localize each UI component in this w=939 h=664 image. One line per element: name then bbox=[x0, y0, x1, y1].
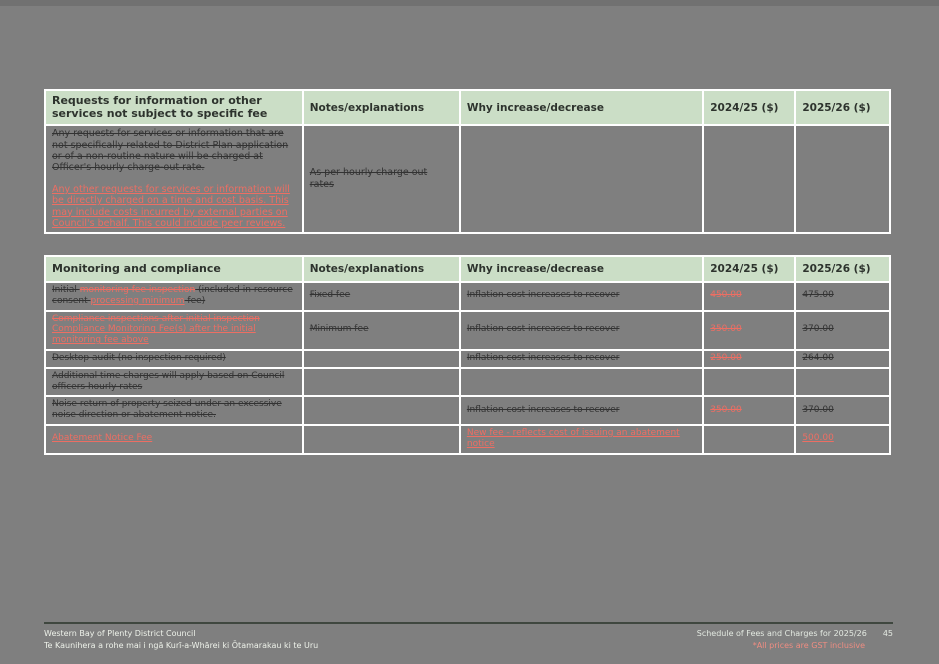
text-segment: Noise return of property seized under an… bbox=[52, 399, 282, 421]
table-cell: Any requests for services or information… bbox=[44, 124, 304, 235]
text-segment: 475.00 bbox=[802, 290, 834, 301]
column-header: Why increase/decrease bbox=[458, 88, 705, 127]
column-header: 2024/25 ($) bbox=[702, 255, 797, 283]
column-header: 2024/25 ($) bbox=[702, 88, 797, 127]
footer-council-block: Western Bay of Plenty District Council T… bbox=[44, 628, 318, 651]
gst-note: *All prices are GST inclusive bbox=[752, 640, 865, 650]
table-row: Initial monitoring fee inspection (inclu… bbox=[44, 281, 891, 312]
table-cell: 500.00 bbox=[794, 423, 891, 455]
table-header-row: Monitoring and compliance Notes/explanati… bbox=[44, 255, 891, 283]
table-cell bbox=[301, 395, 461, 426]
table-cell bbox=[458, 124, 705, 235]
table-cell bbox=[702, 124, 797, 235]
table-cell: Inflation cost increases to recover bbox=[458, 348, 705, 369]
table-cell: Inflation cost increases to recover bbox=[458, 395, 705, 426]
table-cell bbox=[301, 366, 461, 398]
text-segment: Abatement Notice Fee bbox=[52, 433, 153, 444]
table-cell: 450.00 bbox=[702, 281, 797, 312]
text-segment: Compliance inspections after initial ins… bbox=[52, 313, 260, 324]
table-cell: Inflation cost increases to recover bbox=[458, 281, 705, 312]
table-cell: 370.00 bbox=[794, 309, 891, 351]
table-header-row: Requests for information or other servic… bbox=[44, 88, 891, 127]
table-cell: Noise return of property seized under an… bbox=[44, 395, 304, 426]
text-segment: 350.00 bbox=[710, 324, 742, 335]
text-segment: Fixed fee bbox=[309, 290, 351, 301]
text-segment: Inflation cost increases to recover bbox=[466, 404, 620, 415]
text-segment: 350.00 bbox=[710, 404, 742, 415]
text-segment: Any other requests for services or infor… bbox=[52, 183, 290, 230]
text-segment: Compliance Monitoring Fee(s) after the i… bbox=[52, 324, 256, 346]
table-cell bbox=[301, 348, 461, 369]
text-segment: Additional time charges will apply based… bbox=[52, 370, 285, 392]
table-cell bbox=[794, 366, 891, 398]
table-cell: Compliance inspections after initial ins… bbox=[44, 309, 304, 351]
table-row: Abatement Notice Fee New fee - reflects c… bbox=[44, 423, 891, 455]
table-row: Additional time charges will apply based… bbox=[44, 366, 891, 398]
text-segment: 370.00 bbox=[802, 404, 834, 415]
text-segment: 370.00 bbox=[802, 324, 834, 335]
text-segment: (included in resource consent bbox=[52, 285, 293, 306]
table-cell bbox=[702, 366, 797, 398]
text-segment: Inflation cost increases to recover bbox=[466, 324, 620, 335]
table-title-cell: Requests for information or other servic… bbox=[44, 88, 304, 127]
text-segment: processing minimum bbox=[90, 295, 185, 306]
text-segment: monitoring fee inspection bbox=[79, 285, 196, 295]
table-cell: 350.00 bbox=[702, 309, 797, 351]
table-row: Noise return of property seized under an… bbox=[44, 395, 891, 426]
page-number: 45 bbox=[882, 629, 893, 638]
text-segment: fee) bbox=[184, 295, 206, 306]
text-segment: Minimum fee bbox=[309, 324, 369, 335]
column-header: Notes/explanations bbox=[301, 88, 461, 127]
text-segment: Desktop audit (no inspection required) bbox=[52, 352, 226, 363]
text-segment: 500.00 bbox=[802, 433, 834, 444]
column-header: Why increase/decrease bbox=[458, 255, 705, 283]
text-segment: Any requests for services or information… bbox=[52, 128, 289, 174]
window-top-edge bbox=[0, 0, 939, 6]
table-cell: Inflation cost increases to recover bbox=[458, 309, 705, 351]
table-cell: 370.00 bbox=[794, 395, 891, 426]
table-cell: Desktop audit (no inspection required) bbox=[44, 348, 304, 369]
table-row: Any requests for services or information… bbox=[44, 124, 891, 235]
council-name-english: Western Bay of Plenty District Council bbox=[44, 629, 196, 638]
table-cell: 264.00 bbox=[794, 348, 891, 369]
table-row: Compliance inspections after initial ins… bbox=[44, 309, 891, 351]
fees-table-monitoring: Monitoring and compliance Notes/explanati… bbox=[44, 255, 891, 455]
column-header: Notes/explanations bbox=[301, 255, 461, 283]
table-cell: As per hourly charge out rates bbox=[301, 124, 461, 235]
table-cell bbox=[702, 423, 797, 455]
table-row: Desktop audit (no inspection required) In… bbox=[44, 348, 891, 369]
column-header: 2025/26 ($) bbox=[794, 255, 891, 283]
text-segment: New fee - reflects cost of issuing an ab… bbox=[466, 427, 680, 449]
footer-doc-block: Schedule of Fees and Charges for 2025/26… bbox=[697, 628, 893, 651]
table-cell: New fee - reflects cost of issuing an ab… bbox=[458, 423, 705, 455]
table-cell: 350.00 bbox=[702, 395, 797, 426]
table-cell bbox=[458, 366, 705, 398]
column-header: 2025/26 ($) bbox=[794, 88, 891, 127]
footer-doc-title-line: Schedule of Fees and Charges for 2025/26… bbox=[697, 628, 893, 640]
fees-table-requests: Requests for information or other servic… bbox=[44, 88, 891, 235]
table-cell: Initial monitoring fee inspection (inclu… bbox=[44, 281, 304, 312]
table-cell: Fixed fee bbox=[301, 281, 461, 312]
footer-divider bbox=[44, 622, 893, 624]
text-segment: As per hourly charge out rates bbox=[309, 167, 428, 190]
text-segment: Initial bbox=[52, 285, 80, 295]
text-segment: 450.00 bbox=[710, 290, 742, 301]
table-cell bbox=[794, 124, 891, 235]
table-cell: 475.00 bbox=[794, 281, 891, 312]
text-segment: Inflation cost increases to recover bbox=[466, 352, 620, 363]
document-title: Schedule of Fees and Charges for 2025/26 bbox=[696, 629, 867, 638]
table-title-cell: Monitoring and compliance bbox=[44, 255, 304, 283]
table-cell: Minimum fee bbox=[301, 309, 461, 351]
table-cell bbox=[301, 423, 461, 455]
table-cell: 250.00 bbox=[702, 348, 797, 369]
table-cell: Abatement Notice Fee bbox=[44, 423, 304, 455]
text-segment: 264.00 bbox=[802, 352, 834, 363]
text-segment: Inflation cost increases to recover bbox=[466, 290, 620, 301]
table-cell: Additional time charges will apply based… bbox=[44, 366, 304, 398]
council-name-maori: Te Kaunihera a rohe mai i ngā Kurī-a-Whā… bbox=[44, 640, 319, 650]
text-segment: 250.00 bbox=[710, 352, 742, 363]
